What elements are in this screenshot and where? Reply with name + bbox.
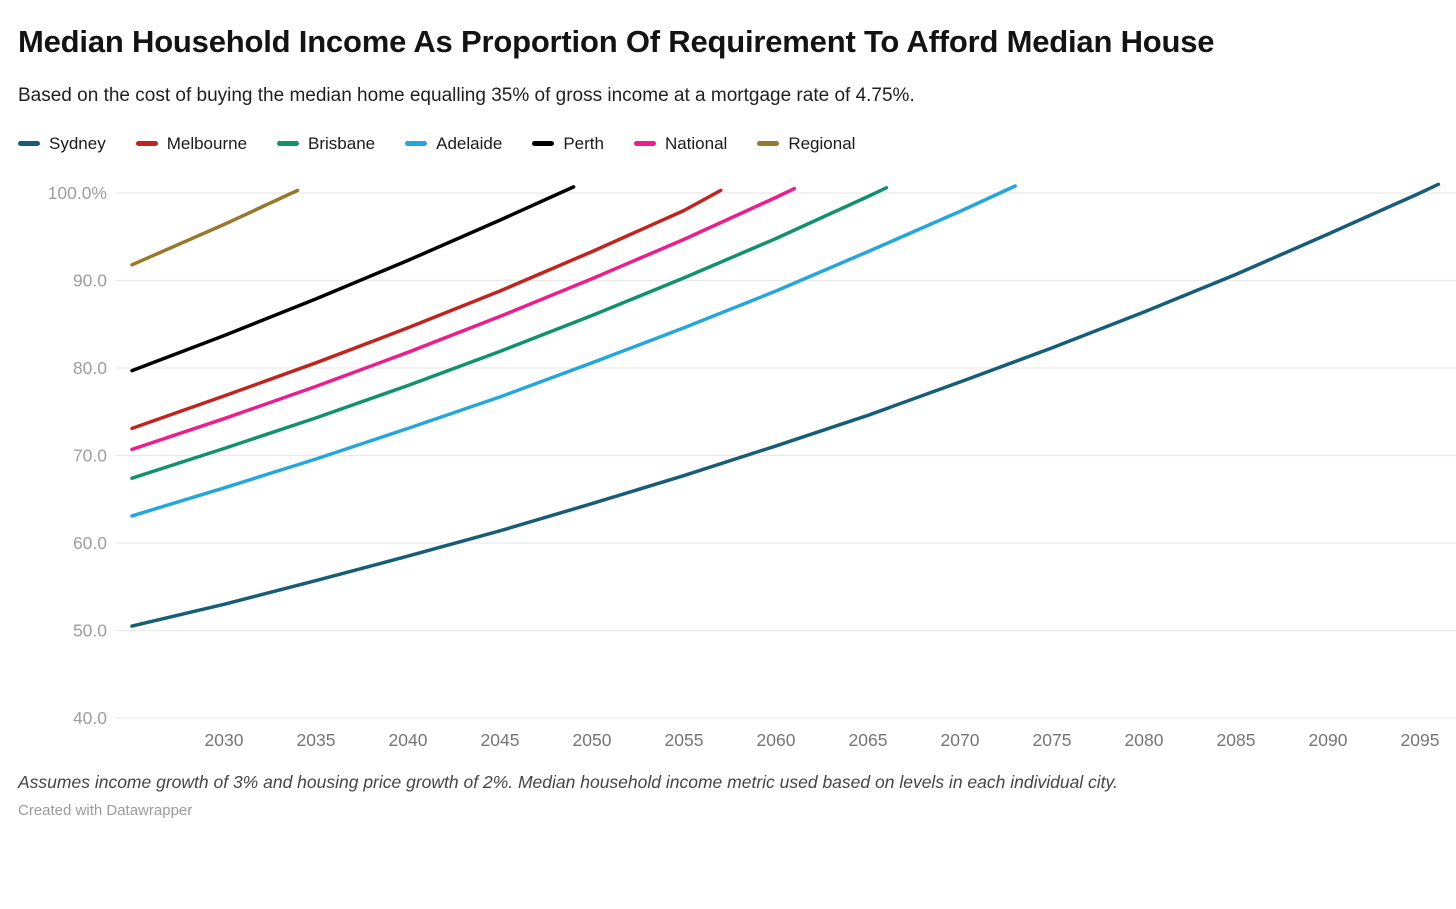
y-axis-tick-label: 100.0%	[48, 183, 107, 203]
legend-label: Regional	[788, 133, 856, 153]
legend-label: Melbourne	[166, 133, 248, 153]
legend-item-sydney: Sydney	[18, 134, 106, 154]
x-axis-tick-label: 2085	[1217, 730, 1256, 750]
legend-item-melbourne: Melbourne	[135, 133, 248, 154]
chart-card: Median Household Income As Proportion Of…	[18, 24, 1456, 819]
legend-label: Brisbane	[308, 133, 376, 153]
y-axis-tick-label: 70.0	[73, 445, 107, 465]
series-line-regional	[130, 188, 300, 267]
legend-label: Adelaide	[436, 133, 503, 153]
x-axis-tick-label: 2035	[297, 730, 336, 750]
legend-swatch-icon	[18, 141, 40, 147]
legend-label: Sydney	[49, 133, 106, 153]
series-line-national	[130, 186, 797, 451]
legend-swatch-icon	[757, 141, 780, 147]
x-axis-tick-label: 2055	[665, 730, 704, 750]
x-axis-tick-label: 2030	[205, 730, 244, 750]
legend-swatch-icon	[135, 141, 158, 147]
x-axis-tick-label: 2040	[389, 730, 428, 750]
x-axis-tick-label: 2050	[573, 730, 612, 750]
legend-item-national: National	[633, 133, 728, 154]
legend-swatch-icon	[277, 141, 300, 147]
legend-label: Perth	[563, 133, 604, 153]
x-axis-tick-label: 2060	[757, 730, 796, 750]
x-axis-tick-label: 2065	[849, 730, 888, 750]
series-line-perth	[130, 184, 576, 372]
x-axis-tick-label: 2070	[941, 730, 980, 750]
legend-item-perth: Perth	[532, 134, 604, 154]
y-axis-tick-label: 80.0	[73, 358, 107, 378]
y-axis-tick-label: 50.0	[73, 620, 107, 640]
x-axis-tick-label: 2095	[1401, 730, 1440, 750]
series-line-melbourne	[130, 188, 723, 430]
line-chart: 100.0% 90.0 80.0 70.0 60.0 50.0 40.0 2030 2035 20…	[48, 182, 1456, 750]
y-axis-tick-label: 40.0	[73, 708, 107, 728]
x-axis-tick-label: 2075	[1033, 730, 1072, 750]
y-axis-tick-label: 60.0	[73, 533, 107, 553]
legend-swatch-icon	[633, 141, 656, 147]
legend-swatch-icon	[532, 141, 555, 147]
legend-item-regional: Regional	[757, 134, 855, 154]
datawrapper-credit: Created with Datawrapper	[18, 801, 193, 819]
legend-swatch-icon	[405, 141, 428, 147]
x-axis-tick-label: 2045	[481, 730, 520, 750]
legend-label: National	[664, 133, 728, 153]
series-line-sydney	[130, 182, 1441, 628]
x-axis-tick-label: 2090	[1309, 730, 1348, 750]
chart-legend: Sydney Melbourne Brisbane Adelaide Perth Nati…	[18, 134, 1438, 154]
legend-item-brisbane: Brisbane	[277, 134, 375, 154]
legend-item-adelaide: Adelaide	[405, 134, 502, 154]
series-line-brisbane	[130, 185, 889, 480]
chart-title: Median Household Income As Proportion Of…	[18, 24, 1215, 59]
chart-footnote: Assumes income growth of 3% and housing …	[18, 771, 1118, 792]
y-axis-tick-label: 90.0	[73, 270, 107, 290]
chart-subtitle: Based on the cost of buying the median h…	[18, 84, 915, 106]
series-line-adelaide	[130, 183, 1017, 518]
x-axis-tick-label: 2080	[1125, 730, 1164, 750]
